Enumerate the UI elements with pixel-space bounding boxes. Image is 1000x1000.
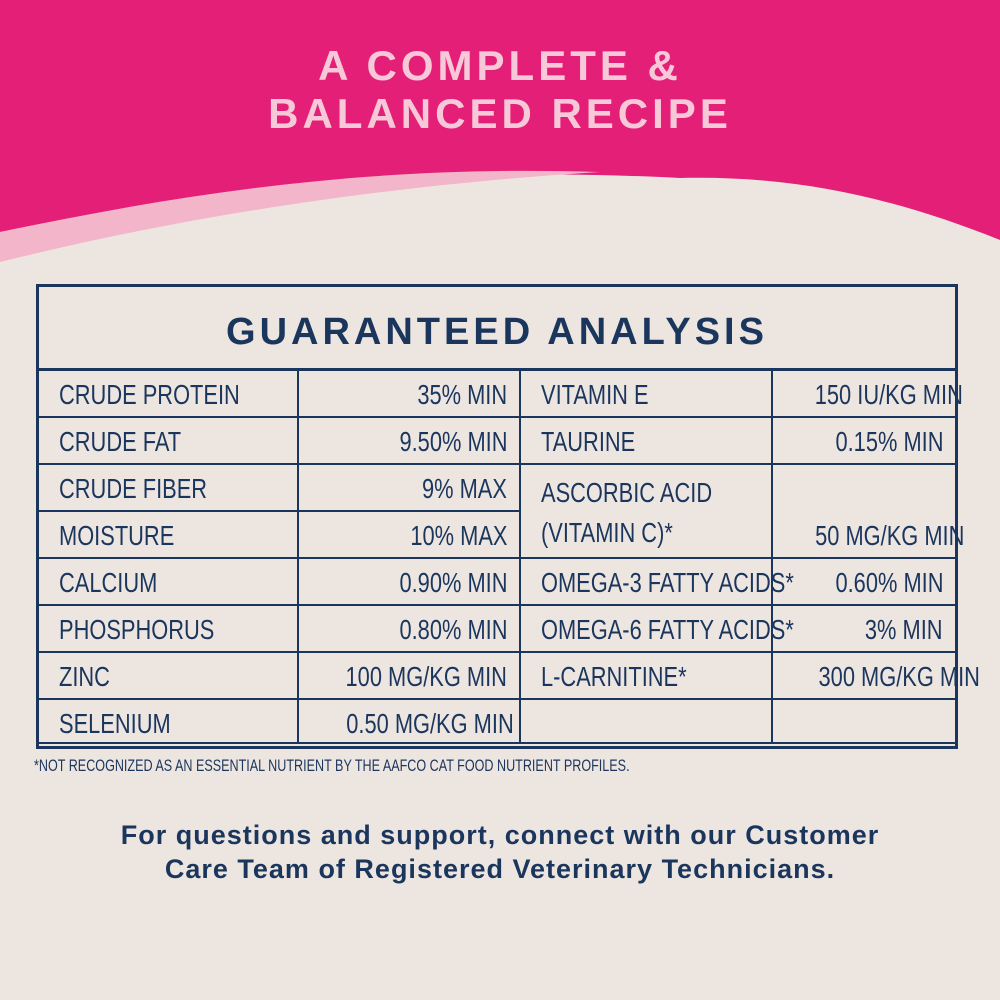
nutrient-value: 100 MG/KG MIN: [299, 653, 521, 700]
nutrient-label-text: CRUDE FAT: [59, 426, 182, 457]
nutrient-value: 150 IU/KG MIN: [773, 371, 963, 418]
nutrient-label-text: OMEGA-6 FATTY ACIDS*: [541, 614, 794, 645]
footnote-text: *NOT RECOGNIZED AS AN ESSENTIAL NUTRIENT…: [34, 756, 630, 775]
nutrient-value-text: 100 MG/KG MIN: [345, 661, 507, 692]
nutrient-value-text: 150 IU/KG MIN: [814, 379, 963, 410]
nutrient-value: 0.50 MG/KG MIN: [299, 700, 521, 744]
nutrient-value-text: 0.50 MG/KG MIN: [346, 708, 514, 739]
nutrient-label: L-CARNITINE*: [521, 653, 773, 700]
nutrient-value-text: 3% MIN: [865, 614, 943, 645]
nutrient-value: 0.80% MIN: [299, 606, 521, 653]
nutrient-value-text: 9.50% MIN: [398, 426, 507, 457]
nutrient-value: 0.60% MIN: [773, 559, 955, 606]
nutrient-value-text: 0.60% MIN: [834, 567, 943, 598]
nutrient-value-text: 0.15% MIN: [834, 426, 943, 457]
nutrient-value: 10% MAX: [299, 512, 521, 559]
nutrient-value: 9.50% MIN: [299, 418, 521, 465]
nutrient-label-text: PHOSPHORUS: [59, 614, 215, 645]
nutrient-label: VITAMIN E: [521, 371, 773, 418]
nutrient-label: CALCIUM: [39, 559, 299, 606]
nutrient-value: [773, 700, 955, 744]
nutrient-label: OMEGA-3 FATTY ACIDS*: [521, 559, 794, 606]
nutrient-value-text: 300 MG/KG MIN: [818, 661, 980, 692]
nutrient-label: ASCORBIC ACID (VITAMIN C)*: [521, 465, 773, 559]
nutrient-label-text: TAURINE: [541, 426, 636, 457]
nutrient-value-text: 0.90% MIN: [398, 567, 507, 598]
nutrient-label-text: CRUDE FIBER: [59, 473, 208, 504]
nutrient-value: 3% MIN: [773, 606, 955, 653]
nutrient-label-text: MOISTURE: [59, 520, 175, 551]
nutrient-value: 0.15% MIN: [773, 418, 955, 465]
nutrient-value-text: 35% MIN: [417, 379, 507, 410]
nutrient-value-text: 10% MAX: [409, 520, 507, 551]
nutrient-label: CRUDE FAT: [39, 418, 299, 465]
nutrient-label: SELENIUM: [39, 700, 299, 744]
nutrient-label: TAURINE: [521, 418, 773, 465]
nutrient-value-text: 9% MAX: [422, 473, 507, 504]
light-pink-band: [0, 170, 600, 262]
nutrient-value-text: 0.80% MIN: [398, 614, 507, 645]
nutrient-label: MOISTURE: [39, 512, 299, 559]
nutrient-label-text: ZINC: [59, 661, 110, 692]
footnote: *NOT RECOGNIZED AS AN ESSENTIAL NUTRIENT…: [34, 756, 839, 776]
headline-line-2: BALANCED RECIPE: [268, 90, 732, 137]
nutrient-label: PHOSPHORUS: [39, 606, 299, 653]
nutrient-label-text-2: (VITAMIN C)*: [541, 517, 673, 548]
support-line-2: Care Team of Registered Veterinary Techn…: [164, 854, 836, 884]
nutrient-label: OMEGA-6 FATTY ACIDS*: [521, 606, 794, 653]
nutrient-value: 50 MG/KG MIN: [773, 465, 964, 559]
nutrient-label-text: CRUDE PROTEIN: [59, 379, 240, 410]
nutrient-label: [521, 700, 773, 744]
table-title: GUARANTEED ANALYSIS: [39, 287, 955, 371]
pink-banner: [0, 0, 1000, 240]
guaranteed-analysis-table: GUARANTEED ANALYSIS CRUDE PROTEIN 35% MIN…: [36, 284, 980, 749]
nutrient-label-text: CALCIUM: [59, 567, 158, 598]
nutrient-value: 0.90% MIN: [299, 559, 521, 606]
nutrient-label: CRUDE PROTEIN: [39, 371, 299, 418]
nutrient-value: 9% MAX: [299, 465, 521, 512]
nutrient-label: CRUDE FIBER: [39, 465, 299, 512]
nutrient-value-text: 50 MG/KG MIN: [815, 520, 965, 551]
nutrient-label: ZINC: [39, 653, 299, 700]
nutrient-label-text: OMEGA-3 FATTY ACIDS*: [541, 567, 794, 598]
nutrient-label-text: SELENIUM: [59, 708, 171, 739]
nutrient-label-text: ASCORBIC ACID: [541, 477, 713, 508]
nutrient-label-text: L-CARNITINE*: [541, 661, 687, 692]
nutrient-value: 35% MIN: [299, 371, 521, 418]
headline-line-1: A COMPLETE &: [318, 42, 682, 89]
support-line-1: For questions and support, connect with …: [120, 820, 880, 850]
nutrient-label-text: VITAMIN E: [541, 379, 649, 410]
nutrient-value: 300 MG/KG MIN: [773, 653, 980, 700]
